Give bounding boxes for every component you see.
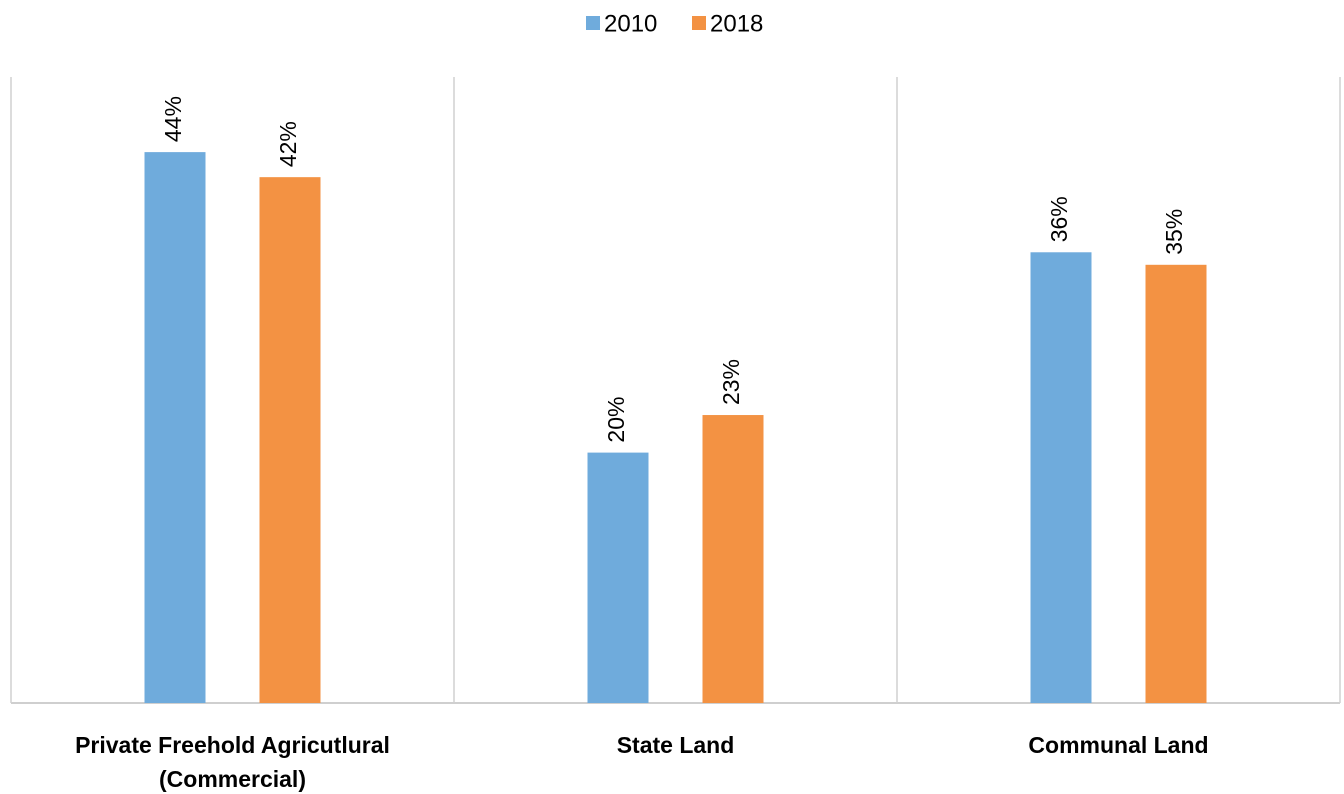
bar [144,152,206,703]
value-label: 44% [160,96,186,142]
value-label: 20% [603,397,629,443]
value-label: 36% [1046,196,1072,242]
bar [259,177,321,703]
legend-swatch [586,16,600,30]
legend-label: 2010 [604,10,657,37]
value-label: 42% [275,121,301,167]
bar [587,452,649,703]
x-tick-label: State Land [616,732,735,758]
bar [702,415,764,703]
x-tick-label: Private Freehold Agricutlural (Commercia… [75,732,390,792]
bar [1145,264,1207,703]
value-label: 23% [718,359,744,405]
x-tick-label: Communal Land [1028,732,1209,758]
value-label: 35% [1161,209,1187,255]
legend-swatch [692,16,706,30]
bar [1030,252,1092,703]
legend-label: 2018 [710,10,763,37]
